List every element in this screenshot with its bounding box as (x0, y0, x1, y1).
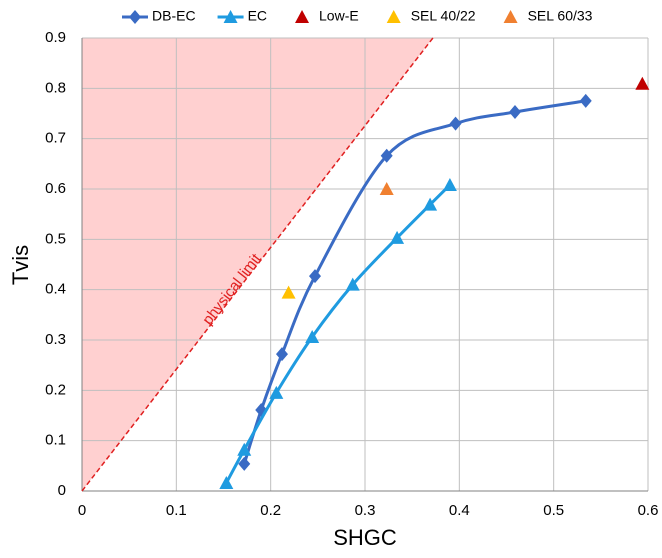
legend-marker (386, 10, 401, 23)
legend-marker (295, 10, 310, 23)
x-tick-label: 0.5 (543, 502, 564, 519)
marker (238, 456, 251, 471)
series-line (242, 99, 586, 465)
marker (449, 116, 462, 131)
y-tick-label: 0.6 (45, 180, 66, 197)
y-axis-label: Tvis (8, 245, 33, 285)
y-tick-label: 0.5 (45, 230, 66, 247)
legend-label: EC (248, 8, 267, 24)
marker (305, 329, 320, 343)
x-axis-label: SHGC (333, 525, 397, 550)
limit-region (82, 38, 433, 491)
marker (269, 385, 284, 399)
legend-label: Low-E (319, 8, 359, 24)
marker (579, 93, 592, 108)
marker (423, 197, 438, 211)
marker (281, 285, 296, 299)
y-tick-label: 0.3 (45, 331, 66, 348)
marker (390, 230, 405, 244)
x-tick-label: 0.4 (449, 502, 470, 519)
y-tick-label: 0.8 (45, 79, 66, 96)
x-tick-label: 0.3 (355, 502, 376, 519)
marker (508, 104, 521, 119)
marker (379, 182, 394, 195)
x-tick-label: 0.6 (638, 502, 659, 519)
marker (345, 277, 360, 291)
y-tick-label: 0.7 (45, 130, 66, 147)
legend-marker (503, 10, 518, 23)
series (635, 76, 650, 90)
y-tick-label: 0.1 (45, 432, 66, 449)
x-tick-label: 0.2 (260, 502, 281, 519)
y-tick-label: 0 (58, 482, 66, 499)
x-tick-label: 0 (78, 502, 86, 519)
series (379, 182, 394, 195)
legend-marker (223, 10, 238, 23)
marker (219, 475, 234, 489)
series (281, 285, 296, 299)
series (219, 177, 457, 489)
marker (275, 347, 288, 362)
marker (442, 177, 457, 191)
legend-marker (129, 10, 141, 24)
y-tick-label: 0.4 (45, 281, 66, 298)
marker (635, 76, 650, 90)
y-tick-label: 0.9 (45, 29, 66, 46)
y-tick-label: 0.2 (45, 381, 66, 398)
series (238, 93, 592, 471)
legend-label: DB-EC (152, 8, 196, 24)
legend-label: SEL 40/22 (411, 8, 476, 24)
x-tick-label: 0.1 (166, 502, 187, 519)
marker (237, 442, 252, 456)
marker (380, 148, 393, 163)
marker (309, 269, 322, 284)
legend-label: SEL 60/33 (528, 8, 593, 24)
